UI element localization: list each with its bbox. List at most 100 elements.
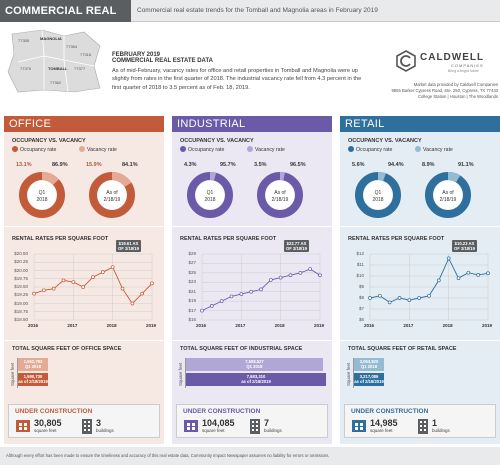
rent-point xyxy=(239,292,244,296)
occupancy-pct: 86.9% xyxy=(52,162,68,168)
sqft-bar: 7,508,527 Q1 2018 xyxy=(186,358,323,371)
legend-swatch xyxy=(415,146,421,152)
building-icon xyxy=(82,419,92,434)
x-tick-label: 2017 xyxy=(235,323,246,328)
logo-name: CALDWELL xyxy=(420,52,485,63)
donut-vacancy-arc xyxy=(19,172,65,218)
uc-buildings-label: buildings xyxy=(96,428,114,433)
legend-swatch xyxy=(79,146,85,152)
legend-vacancy: Vacancy rate xyxy=(247,146,285,153)
retail-column: RETAIL OCCUPANCY VS. VACANCY Occupancy rat… xyxy=(340,116,500,444)
x-tick-label: 2019 xyxy=(146,323,157,328)
map-label: 77362 xyxy=(50,80,62,85)
donut-label-top: As of xyxy=(442,190,454,196)
occupancy-title: OCCUPANCY VS. VACANCY xyxy=(180,138,254,144)
rent-title: RENTAL RATES PER SQUARE FOOT xyxy=(348,236,445,242)
x-tick-label: 2019 xyxy=(314,323,325,328)
sqft-bar: 3,063,820 Q1 2018 xyxy=(354,358,384,371)
donut-vacancy-arc xyxy=(187,172,233,218)
y-tick-label: $21 xyxy=(188,288,196,294)
rent-point xyxy=(71,280,76,284)
occupancy-title: OCCUPANCY VS. VACANCY xyxy=(348,138,422,144)
rent-point xyxy=(209,304,214,308)
crane-icon xyxy=(16,420,30,432)
rent-point xyxy=(456,276,461,281)
under-construction-box: UNDER CONSTRUCTION 14,985 square feet 1 buil… xyxy=(344,404,496,438)
donut-vacancy-arc xyxy=(89,172,135,218)
sqft-axis-label: Square feet xyxy=(346,362,351,386)
uc-sqft-label: square feet xyxy=(34,428,57,433)
rent-point xyxy=(229,294,234,299)
legend-occupancy: Occupancy rate xyxy=(348,146,392,153)
y-tick-label: $29 xyxy=(188,251,196,256)
rent-point xyxy=(110,265,115,270)
x-tick-label: 2018 xyxy=(274,323,285,328)
rent-point xyxy=(41,288,46,293)
sqft-axis-line xyxy=(353,358,354,388)
sqft-bar: 3,217,086 as of 2/18/2019 xyxy=(354,373,384,386)
uc-buildings-value: 3 xyxy=(96,418,102,428)
divider xyxy=(172,340,332,341)
page-subtitle: Commercial real estate trends for the To… xyxy=(137,7,378,14)
industrial-panel: OCCUPANCY VS. VACANCY Occupancy rate Vacan… xyxy=(172,132,332,444)
rent-callout: $10.23 AS OF 2/18/19 xyxy=(452,240,477,252)
divider xyxy=(4,340,164,341)
uc-sqft-label: square feet xyxy=(370,428,393,433)
rent-point xyxy=(32,291,36,296)
rent-point xyxy=(150,281,154,286)
sqft-title: TOTAL SQUARE FEET OF INDUSTRIAL SPACE xyxy=(180,346,303,352)
industrial-header: INDUSTRIAL xyxy=(172,116,332,132)
y-tick-label: $27 xyxy=(188,260,196,266)
y-tick-label: $20.25 xyxy=(14,259,28,265)
y-tick-label: $23 xyxy=(188,279,196,285)
x-tick-label: 2016 xyxy=(364,323,375,328)
rent-point xyxy=(120,286,125,291)
donut-label-top: As of xyxy=(106,190,118,196)
sqft-axis-line xyxy=(185,358,186,388)
uc-title: UNDER CONSTRUCTION xyxy=(351,408,429,415)
occupancy-donut: As of2/18/19 xyxy=(89,172,135,218)
sqft-bar: 1,590,730 as of 2/18/2019 xyxy=(18,373,48,386)
rent-point xyxy=(259,287,263,292)
retail-header: RETAIL xyxy=(340,116,500,132)
y-tick-label: $8 xyxy=(358,295,364,300)
rent-point xyxy=(486,271,490,276)
intro-date: FEBRUARY 2019 xyxy=(112,52,161,58)
rent-point xyxy=(288,273,293,278)
rent-point xyxy=(397,296,402,300)
crane-icon xyxy=(352,420,366,432)
office-column: OFFICE OCCUPANCY VS. VACANCY Occupancy rat… xyxy=(4,116,164,444)
rent-point xyxy=(427,293,431,298)
rent-point xyxy=(61,278,66,283)
y-tick-label: $18.75 xyxy=(14,308,28,314)
rent-title: RENTAL RATES PER SQUARE FOOT xyxy=(12,236,109,242)
vacancy-pct: 3.5% xyxy=(254,162,267,168)
y-tick-label: $7 xyxy=(358,306,364,311)
donut-label-top: Q1 xyxy=(375,190,382,196)
logo-mark-icon xyxy=(396,50,416,72)
y-tick-label: $19.50 xyxy=(14,284,28,289)
occupancy-pct: 94.4% xyxy=(388,162,404,168)
rent-point xyxy=(368,296,372,300)
donut-label-bottom: 2018 xyxy=(372,197,383,203)
divider xyxy=(172,226,332,227)
y-tick-label: $10 xyxy=(356,273,364,278)
map-label: 77355 xyxy=(18,38,30,43)
y-tick-label: $19.25 xyxy=(14,292,28,298)
y-tick-label: $25 xyxy=(188,269,196,275)
x-tick-label: 2019 xyxy=(482,323,493,328)
occupancy-title: OCCUPANCY VS. VACANCY xyxy=(12,138,86,144)
donut-label-bottom: 2/18/19 xyxy=(272,197,289,203)
legend-swatch xyxy=(348,146,354,152)
y-tick-label: $12 xyxy=(356,251,364,256)
uc-buildings-label: buildings xyxy=(432,428,450,433)
map-label: 77316 xyxy=(80,52,92,57)
y-tick-label: $15 xyxy=(188,317,196,322)
x-tick-label: 2018 xyxy=(442,323,453,328)
rent-point xyxy=(249,289,254,294)
y-tick-label: $9 xyxy=(358,284,364,289)
top-bar: COMMERCIAL REAL ESTATE Commercial real e… xyxy=(0,0,500,39)
rent-point xyxy=(476,273,481,277)
sqft-bar: 7,683,310 as of 2/18/2019 xyxy=(186,373,326,386)
